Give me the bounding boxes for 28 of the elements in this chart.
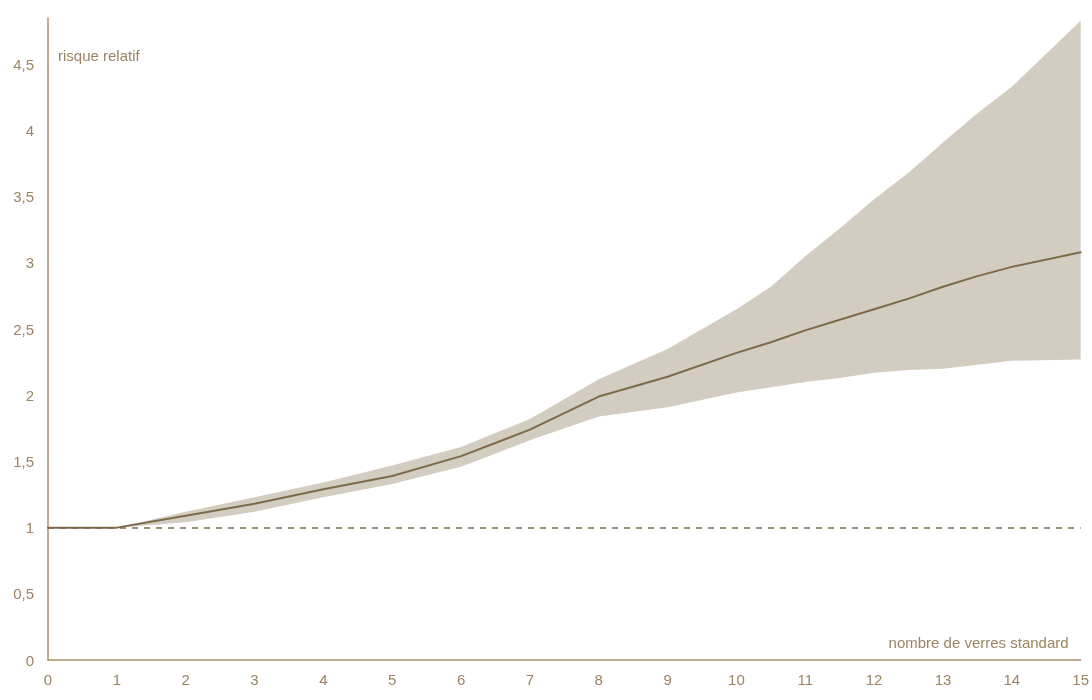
x-tick-label: 10 — [728, 671, 745, 688]
x-tick-label: 14 — [1003, 671, 1021, 688]
x-tick-label: 2 — [181, 671, 190, 688]
x-tick-label: 3 — [250, 671, 259, 688]
x-tick-label: 12 — [865, 671, 883, 688]
x-tick-label: 5 — [388, 671, 397, 688]
x-tick-label: 11 — [797, 671, 814, 688]
x-tick-label: 9 — [663, 671, 672, 688]
x-tick-label: 1 — [112, 671, 122, 688]
x-tick-label: 15 — [1072, 671, 1089, 688]
y-tick-label: 1 — [25, 519, 34, 537]
x-tick-label: 6 — [456, 671, 466, 688]
x-tick-label: 0 — [43, 671, 53, 688]
y-axis-title: risque relatif — [58, 47, 141, 64]
y-tick-label: 0 — [25, 651, 34, 669]
x-tick-label: 7 — [525, 671, 535, 688]
y-tick-label: 2 — [25, 386, 34, 404]
y-tick-label: 1,5 — [13, 452, 34, 470]
x-tick-label: 4 — [319, 671, 328, 688]
x-axis-title: nombre de verres standard — [888, 634, 1069, 651]
y-tick-label: 3,5 — [13, 188, 34, 206]
y-tick-label: 3 — [25, 254, 34, 272]
y-tick-label: 0,5 — [13, 585, 34, 603]
y-tick-label: 2,5 — [13, 320, 34, 338]
x-tick-label: 8 — [594, 671, 603, 688]
x-tick-label: 13 — [934, 671, 952, 688]
y-tick-label: 4 — [25, 122, 34, 140]
y-tick-label: 4,5 — [13, 55, 34, 73]
